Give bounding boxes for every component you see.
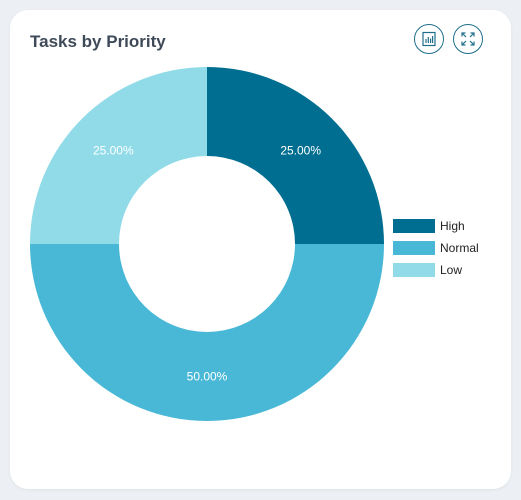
legend-item-high[interactable]: High [393, 215, 479, 237]
chart-legend: High Normal Low [393, 215, 479, 281]
legend-swatch [393, 263, 435, 277]
legend-label: High [440, 219, 465, 233]
bar-chart-report-icon [422, 31, 436, 47]
slice-normal[interactable] [30, 244, 384, 421]
legend-item-normal[interactable]: Normal [393, 237, 479, 259]
slice-label-normal: 50.00% [187, 370, 228, 384]
legend-label: Normal [440, 241, 479, 255]
legend-swatch [393, 219, 435, 233]
slice-low[interactable] [30, 67, 207, 244]
report-button[interactable] [414, 24, 444, 54]
legend-item-low[interactable]: Low [393, 259, 479, 281]
slice-high[interactable] [207, 67, 384, 244]
card-title: Tasks by Priority [30, 32, 166, 51]
donut-chart: 25.00% 50.00% 25.00% [30, 67, 384, 421]
expand-arrows-icon [461, 32, 475, 46]
expand-button[interactable] [453, 24, 483, 54]
chart-card: Tasks by Priority 25.00% 50.00% 25.00% Hig… [10, 10, 511, 489]
slice-label-low: 25.00% [93, 143, 134, 157]
legend-label: Low [440, 263, 463, 277]
legend-swatch [393, 241, 435, 255]
slice-label-high: 25.00% [280, 143, 321, 157]
